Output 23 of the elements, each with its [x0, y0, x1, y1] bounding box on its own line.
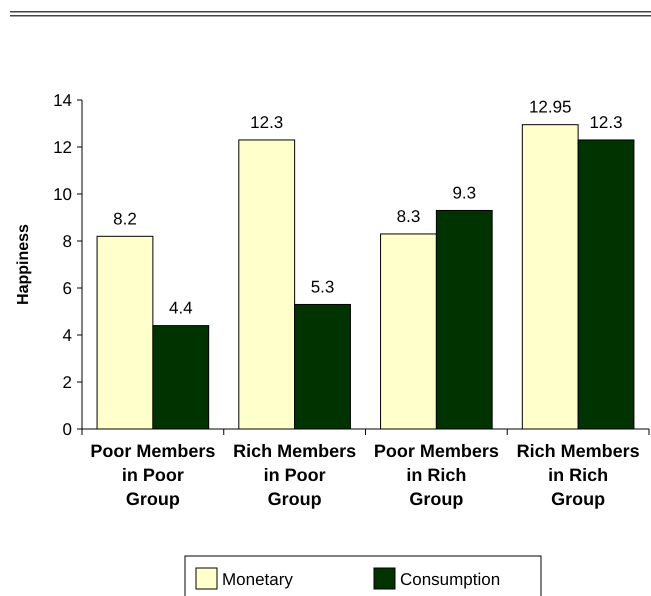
y-tick-label: 6: [62, 278, 72, 298]
y-axis-title: Happiness: [15, 224, 32, 305]
x-tick-label: Poor Members in Poor Group: [90, 441, 216, 509]
y-tick-label: 10: [53, 184, 72, 204]
data-label: 12.3: [250, 112, 284, 132]
y-tick-label: 14: [53, 90, 72, 110]
y-tick-label: 8: [62, 232, 72, 251]
y-tick-label: 2: [62, 372, 72, 392]
data-label: 8.3: [396, 206, 420, 226]
data-label: 4.4: [168, 298, 193, 318]
legend-label: Monetary: [222, 570, 294, 589]
y-tick-label: 12: [53, 138, 72, 157]
data-label: 9.3: [452, 183, 476, 202]
y-tick-label: 0: [62, 420, 72, 439]
legend-label: Consumption: [400, 570, 500, 589]
data-label: 12.95: [528, 98, 572, 117]
data-label: 5.3: [310, 277, 334, 296]
data-label: 12.3: [589, 112, 623, 132]
x-tick-label: Rich Members in Rich Group: [516, 441, 640, 509]
x-tick-label: Poor Members in Rich Group: [374, 441, 499, 509]
x-tick-label: Rich Members in Poor Group: [233, 441, 356, 509]
y-tick-label: 4: [62, 326, 72, 345]
data-label: 8.2: [113, 209, 137, 228]
